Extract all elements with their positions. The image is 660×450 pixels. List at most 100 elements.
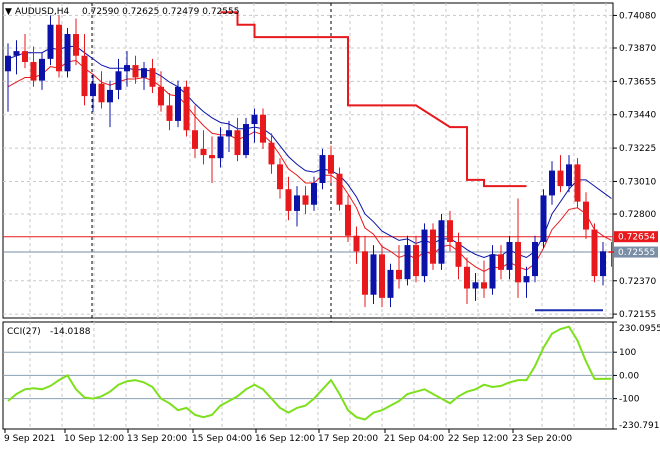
candle-body bbox=[540, 195, 547, 242]
candle-body bbox=[192, 130, 198, 149]
candle-body bbox=[481, 282, 487, 289]
candle-body bbox=[379, 254, 385, 298]
cci-tick-label: 100 bbox=[619, 348, 636, 358]
candle-body bbox=[523, 276, 530, 283]
candle-body bbox=[608, 251, 615, 253]
price-tick-label: 0.73440 bbox=[619, 111, 656, 121]
candle-body bbox=[183, 86, 190, 131]
current-price-tag: 0.72555 bbox=[614, 246, 658, 258]
time-tick-label: 23 Sep 20:00 bbox=[512, 434, 572, 444]
time-tick-label: 16 Sep 12:00 bbox=[255, 434, 315, 444]
candle-body bbox=[175, 86, 181, 121]
ohlc-readout: 0.72590 0.72625 0.72479 0.72555 bbox=[82, 7, 239, 17]
candle-body bbox=[209, 155, 215, 159]
candle-body bbox=[268, 142, 275, 165]
time-tick-label: 15 Sep 04:00 bbox=[192, 434, 252, 444]
red-level-price-text: 0.72654 bbox=[618, 233, 655, 243]
candle-body bbox=[413, 245, 419, 277]
price-tick-label: 0.74080 bbox=[619, 11, 656, 21]
candle-body bbox=[319, 155, 326, 183]
candle-body bbox=[311, 183, 317, 205]
candle-body bbox=[328, 155, 334, 174]
candle-body bbox=[81, 55, 88, 97]
candle-body bbox=[226, 130, 232, 137]
candle-body bbox=[455, 241, 462, 267]
candle-body bbox=[447, 220, 453, 242]
candle-body bbox=[22, 51, 28, 62]
candle-body bbox=[353, 235, 360, 252]
candle-body bbox=[243, 124, 249, 156]
candle-body bbox=[294, 195, 300, 211]
time-tick-label: 22 Sep 12:00 bbox=[448, 434, 508, 444]
candle-body bbox=[124, 65, 130, 72]
candle-body bbox=[549, 170, 555, 196]
trailing-stop-line bbox=[220, 11, 527, 188]
price-tick-label: 0.73225 bbox=[619, 144, 656, 154]
candle-body bbox=[591, 229, 598, 277]
candle-body bbox=[234, 130, 241, 156]
candle-body bbox=[13, 51, 20, 56]
candle-body bbox=[345, 204, 351, 236]
candle-body bbox=[285, 189, 292, 211]
time-tick-label: 21 Sep 04:00 bbox=[384, 434, 444, 444]
cci-line bbox=[7, 325, 612, 421]
candle-body bbox=[515, 241, 521, 283]
candle-body bbox=[404, 245, 411, 280]
time-tick-label: 10 Sep 12:00 bbox=[64, 434, 124, 444]
candle-body bbox=[396, 269, 402, 280]
candle-body bbox=[438, 220, 445, 264]
candle-body bbox=[107, 89, 113, 103]
candle-body bbox=[387, 269, 394, 298]
cci-tick-label: -100 bbox=[619, 395, 640, 405]
candle-body bbox=[557, 170, 564, 187]
candle-body bbox=[200, 148, 207, 156]
candlestick-series bbox=[5, 15, 615, 308]
candle-body bbox=[472, 282, 479, 289]
candle-body bbox=[566, 164, 572, 187]
cci-tick-label: -230.7918 bbox=[619, 421, 660, 431]
price-axis: 0.74080 0.73870 0.73655 0.73440 0.73225 0.730… bbox=[613, 11, 656, 320]
cci-name-label: CCI(27) bbox=[7, 327, 41, 337]
cci-value-label: -14.0188 bbox=[50, 327, 91, 337]
price-tick-label: 0.72800 bbox=[619, 210, 656, 220]
candle-body bbox=[277, 164, 283, 190]
candle-body bbox=[141, 68, 147, 78]
price-tick-label: 0.73870 bbox=[619, 44, 656, 54]
candle-body bbox=[149, 68, 156, 87]
time-tick-label: 17 Sep 20:00 bbox=[318, 434, 378, 444]
candle-body bbox=[90, 83, 96, 97]
candle-body bbox=[489, 254, 496, 289]
current-price-text: 0.72555 bbox=[618, 248, 655, 258]
candle-body bbox=[430, 229, 436, 264]
price-tick-label: 0.72370 bbox=[619, 277, 656, 287]
candle-body bbox=[260, 114, 266, 143]
candle-body bbox=[39, 58, 45, 81]
cci-tick-label: 0.00 bbox=[619, 371, 639, 381]
candle-body bbox=[158, 86, 164, 106]
candle-body bbox=[30, 61, 37, 81]
triangle-down-icon: ▼ bbox=[5, 7, 12, 17]
indicator-header: CCI(27) -14.0188 bbox=[7, 327, 91, 337]
red-level-price-tag bbox=[614, 231, 658, 243]
candle-body bbox=[115, 71, 122, 90]
candle-body bbox=[47, 24, 54, 59]
candle-body bbox=[370, 254, 377, 295]
time-tick-label: 9 Sep 2021 bbox=[4, 434, 55, 444]
price-tick-label: 0.73655 bbox=[619, 77, 656, 87]
symbol-label: AUDUSD,H4 bbox=[15, 7, 70, 17]
candle-body bbox=[421, 229, 428, 277]
candle-body bbox=[336, 173, 343, 205]
candle-body bbox=[166, 105, 173, 121]
candle-body bbox=[5, 55, 11, 72]
candle-body bbox=[464, 266, 470, 289]
candle-body bbox=[574, 164, 581, 202]
candle-body bbox=[362, 251, 368, 295]
cci-tick-label: 230.0955 bbox=[619, 324, 660, 334]
candle-body bbox=[583, 201, 589, 230]
price-grid bbox=[3, 3, 613, 318]
candle-body bbox=[56, 24, 62, 72]
candle-body bbox=[132, 65, 139, 78]
time-axis: 9 Sep 2021 10 Sep 12:00 13 Sep 20:00 15 Sep… bbox=[4, 429, 572, 444]
candle-body bbox=[251, 114, 258, 125]
cci-level-lines bbox=[3, 351, 613, 400]
